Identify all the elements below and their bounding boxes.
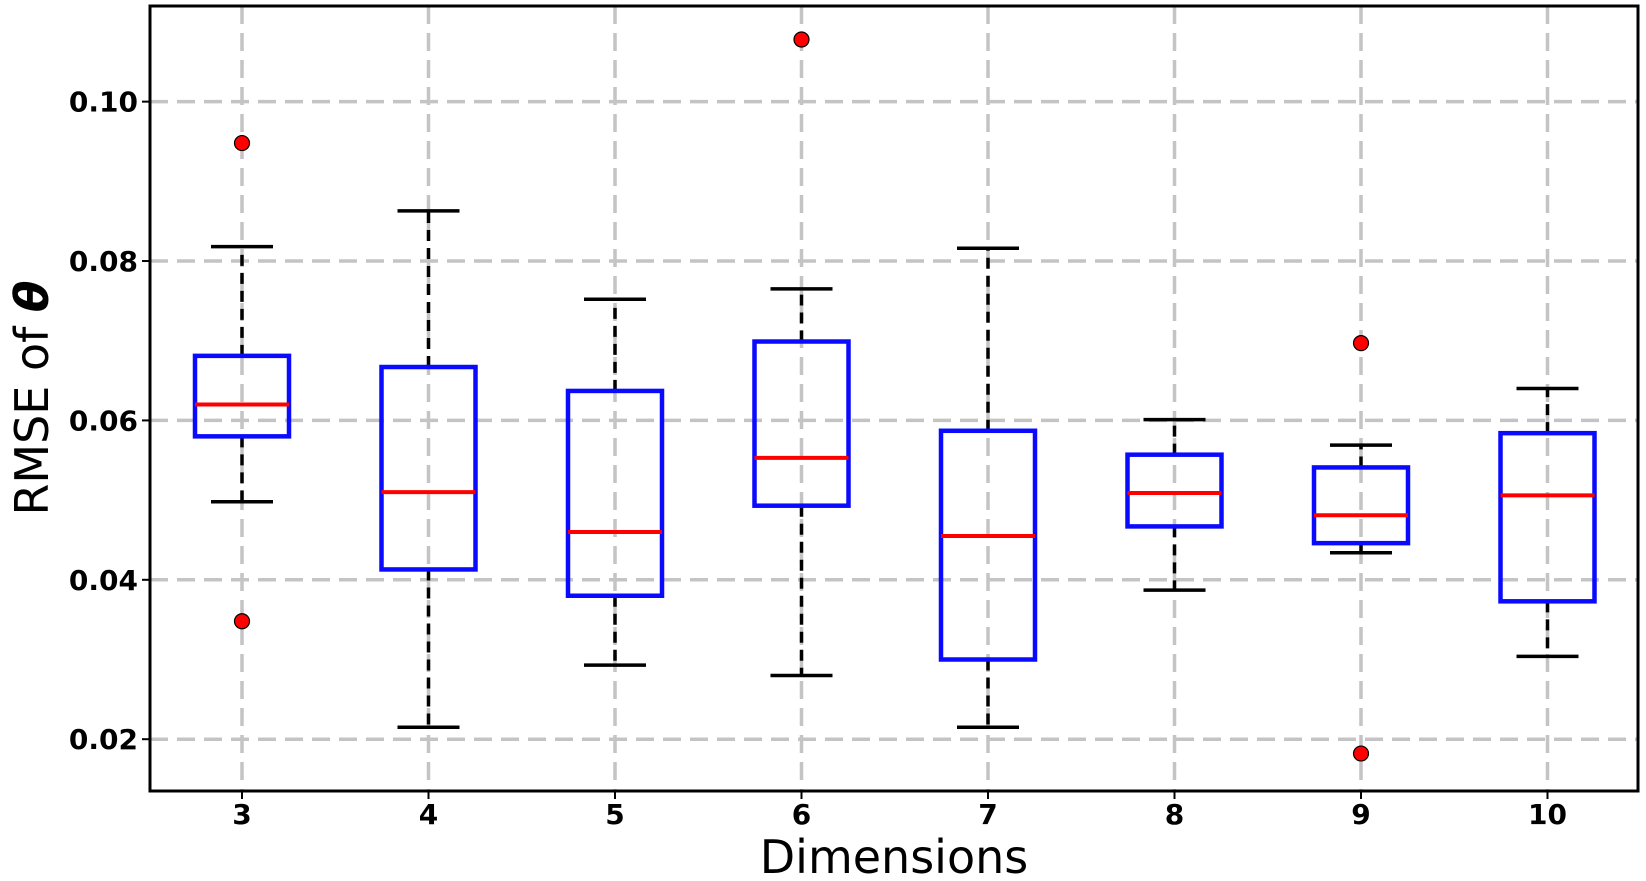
box-group-8 xyxy=(1125,417,1224,592)
x-tick-label: 8 xyxy=(1165,798,1184,831)
x-tick-label: 9 xyxy=(1351,798,1370,831)
y-tick-label: 0.04 xyxy=(69,564,138,597)
outlier-point xyxy=(1352,335,1370,352)
box-group-7 xyxy=(938,246,1038,729)
box-group-5 xyxy=(565,297,665,667)
y-tick-label: 0.10 xyxy=(69,86,138,119)
box-group-10 xyxy=(1498,386,1597,659)
x-tick-label: 5 xyxy=(605,798,624,831)
x-axis-label: Dimensions xyxy=(760,830,1028,881)
iqr-box xyxy=(1125,452,1224,529)
outlier-point xyxy=(233,134,251,152)
outlier-point xyxy=(233,613,251,630)
box-group-6 xyxy=(752,31,851,678)
iqr-box xyxy=(1498,430,1597,604)
y-axis-label: RMSE of θ xyxy=(5,280,59,515)
box-group-3 xyxy=(192,134,292,630)
iqr-box xyxy=(192,353,292,439)
y-tick-label: 0.06 xyxy=(69,404,138,437)
y-tick-label: 0.08 xyxy=(69,245,138,278)
iqr-box xyxy=(565,388,665,598)
grid-lines xyxy=(150,6,1638,791)
x-tick-label: 7 xyxy=(978,798,997,831)
plot-frame xyxy=(148,4,1640,793)
iqr-box xyxy=(1311,465,1411,546)
outlier-point xyxy=(1352,745,1370,762)
x-tick-label: 10 xyxy=(1528,798,1567,831)
y-axis-ticks: 0.02 0.04 0.06 0.08 0.10 xyxy=(69,86,150,756)
iqr-box xyxy=(379,364,478,572)
iqr-box xyxy=(752,339,851,508)
box-group-9 xyxy=(1311,335,1411,762)
x-axis-ticks: 3 4 5 6 7 8 9 10 xyxy=(232,791,1567,831)
y-axis-label-symbol: θ xyxy=(5,280,59,312)
iqr-box xyxy=(938,428,1038,662)
box-series xyxy=(192,31,1597,762)
x-tick-label: 3 xyxy=(232,798,251,831)
x-tick-label: 4 xyxy=(419,798,438,831)
box-group-4 xyxy=(379,209,478,729)
x-tick-label: 6 xyxy=(792,798,811,831)
outlier-point xyxy=(793,31,810,48)
y-axis-label-text: RMSE of xyxy=(5,325,59,516)
y-tick-label: 0.02 xyxy=(69,723,138,756)
